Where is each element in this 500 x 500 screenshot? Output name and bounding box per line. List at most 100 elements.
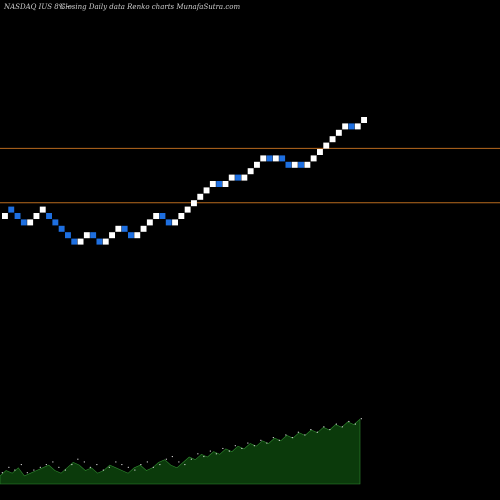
volume-price-label: • xyxy=(101,469,106,471)
renko-brick-up xyxy=(291,161,298,168)
renko-brick-down xyxy=(52,219,59,226)
renko-brick-up xyxy=(109,232,115,239)
renko-brick-up xyxy=(209,181,216,187)
volume-price-label: • xyxy=(202,455,207,457)
volume-price-label: • xyxy=(170,455,175,457)
volume-price-label: • xyxy=(189,458,194,460)
renko-brick-up xyxy=(254,161,260,168)
volume-price-label: • xyxy=(57,466,62,468)
volume-price-label: • xyxy=(82,461,87,463)
volume-price-label: • xyxy=(69,463,74,465)
renko-brick-down xyxy=(348,123,355,130)
renko-brick-up xyxy=(77,238,84,245)
renko-brick-up xyxy=(178,213,185,219)
renko-brick-up xyxy=(2,213,8,219)
renko-brick-down xyxy=(235,174,241,181)
renko-brick-up xyxy=(241,174,248,181)
renko-brick-down xyxy=(165,219,172,226)
volume-price-label: • xyxy=(239,447,244,449)
volume-price-label: • xyxy=(284,434,289,436)
volume-price-label: • xyxy=(19,463,24,465)
volume-price-label: • xyxy=(208,450,213,452)
renko-brick-down xyxy=(90,232,97,239)
renko-brick-up xyxy=(197,193,204,200)
renko-brick-up xyxy=(146,219,153,226)
volume-price-label: • xyxy=(0,472,5,474)
renko-brick-up xyxy=(228,174,235,181)
volume-price-label: • xyxy=(44,463,49,465)
renko-brick-down xyxy=(285,161,292,168)
renko-brick-up xyxy=(83,232,90,239)
renko-brick-down xyxy=(96,238,103,245)
renko-brick-down xyxy=(216,181,223,187)
renko-brick-up xyxy=(39,206,46,213)
volume-price-label: • xyxy=(95,463,100,465)
renko-brick-up xyxy=(203,187,210,194)
volume-price-label: • xyxy=(25,472,30,474)
renko-brick-down xyxy=(128,232,134,239)
volume-price-label: • xyxy=(265,442,270,444)
volume-price-label: • xyxy=(233,445,238,447)
renko-brick-down xyxy=(46,213,52,219)
chart-description-label: Closing Daily data Renko charts MunafaSu… xyxy=(60,3,240,11)
volume-price-label: • xyxy=(246,442,251,444)
volume-price-label: • xyxy=(353,423,358,425)
renko-brick-up xyxy=(310,155,317,162)
renko-brick-up xyxy=(354,123,361,130)
renko-brick-up xyxy=(361,117,367,123)
renko-brick-up xyxy=(33,213,40,219)
volume-price-label: • xyxy=(334,423,339,425)
renko-brick-up xyxy=(323,142,330,149)
renko-brick-up xyxy=(329,136,336,143)
volume-price-label: • xyxy=(151,466,156,468)
volume-price-label: • xyxy=(214,453,219,455)
volume-price-label: • xyxy=(302,434,307,436)
volume-price-label: • xyxy=(113,461,118,463)
renko-brick-up xyxy=(342,123,349,130)
renko-brick-down xyxy=(71,238,78,245)
volume-price-label: • xyxy=(50,461,55,463)
volume-price-label: • xyxy=(32,469,37,471)
renko-brick-up xyxy=(134,232,141,239)
renko-brick-up xyxy=(27,219,34,226)
volume-price-label: • xyxy=(227,450,232,452)
volume-price-label: • xyxy=(271,436,276,438)
renko-brick-up xyxy=(317,149,323,155)
renko-brick-down xyxy=(298,161,304,168)
volume-price-label: • xyxy=(290,436,295,438)
volume-price-label: • xyxy=(176,461,181,463)
renko-brick-down xyxy=(65,232,71,239)
volume-price-label: • xyxy=(164,458,169,460)
volume-price-label: • xyxy=(183,463,188,465)
volume-profile xyxy=(0,418,361,485)
renko-brick-up xyxy=(247,168,254,175)
volume-price-label: • xyxy=(277,439,282,441)
volume-price-label: • xyxy=(120,463,125,465)
volume-price-label: • xyxy=(63,469,68,471)
renko-brick-up xyxy=(335,129,342,136)
volume-price-label: • xyxy=(221,447,226,449)
renko-brick-up xyxy=(191,200,197,207)
renko-brick-up xyxy=(272,155,279,162)
volume-price-label: • xyxy=(145,461,150,463)
volume-price-label: • xyxy=(76,458,81,460)
renko-brick-down xyxy=(8,206,15,213)
volume-price-label: • xyxy=(309,428,314,430)
volume-price-label: • xyxy=(195,453,200,455)
renko-brick-down xyxy=(20,219,27,226)
renko-brick-up xyxy=(184,206,191,213)
renko-brick-up xyxy=(260,155,267,162)
volume-price-labels: ••••••••••••••••••••••••••••••••••••••••… xyxy=(0,418,364,474)
renko-bricks xyxy=(2,117,367,245)
volume-price-label: • xyxy=(315,431,320,433)
reference-lines xyxy=(0,147,500,204)
volume-price-label: • xyxy=(321,426,326,428)
renko-brick-up xyxy=(172,219,178,226)
volume-price-label: • xyxy=(158,463,163,465)
volume-price-label: • xyxy=(258,439,263,441)
chart-symbol-label: NASDAQ IUS 8%~ xyxy=(3,3,71,11)
volume-price-label: • xyxy=(132,469,137,471)
